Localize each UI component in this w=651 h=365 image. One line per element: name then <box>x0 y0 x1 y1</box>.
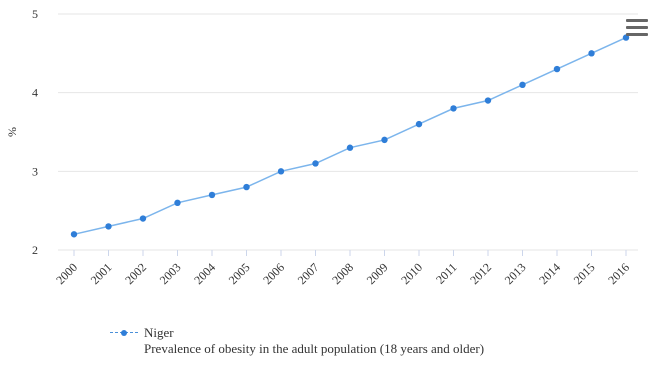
series-points <box>70 34 630 238</box>
data-point[interactable] <box>139 215 147 222</box>
y-axis-label: % <box>5 127 19 137</box>
x-axis-ticks: 2000 2001 2002 2003 2004 2005 2006 2007 2008 2009… <box>53 260 632 287</box>
x-tick-label: 2007 <box>295 260 322 287</box>
x-tick-label: 2015 <box>571 260 598 287</box>
x-axis <box>73 250 627 256</box>
x-tick-label: 2008 <box>329 260 356 287</box>
y-axis-ticks: 2 3 4 5 <box>32 7 38 257</box>
grid-lines <box>58 13 638 251</box>
y-tick-label: 5 <box>32 7 38 21</box>
y-tick-label: 2 <box>32 243 38 257</box>
legend[interactable]: Niger Prevalence of obesity in the adult… <box>110 325 484 357</box>
hamburger-menu-icon[interactable] <box>626 19 648 39</box>
x-tick-label: 2014 <box>536 260 563 287</box>
data-point[interactable] <box>484 97 492 104</box>
legend-subtitle: Prevalence of obesity in the adult popul… <box>144 341 485 356</box>
data-point[interactable] <box>312 160 319 167</box>
data-point[interactable] <box>381 136 388 144</box>
x-tick-label: 2009 <box>364 260 391 287</box>
x-tick-label: 2005 <box>226 260 253 287</box>
x-tick-label: 2003 <box>157 260 184 287</box>
x-tick-label: 2016 <box>605 260 632 287</box>
data-point[interactable] <box>450 105 457 112</box>
data-point[interactable] <box>553 65 561 73</box>
x-tick-label: 2010 <box>398 260 425 287</box>
data-point[interactable] <box>70 231 78 238</box>
data-point[interactable] <box>588 50 595 57</box>
data-point[interactable] <box>415 120 423 128</box>
legend-item-niger[interactable]: Niger <box>110 325 484 341</box>
legend-marker-icon <box>110 328 138 338</box>
data-point[interactable] <box>519 81 526 89</box>
data-point[interactable] <box>277 168 285 175</box>
x-tick-label: 2011 <box>433 260 460 287</box>
x-tick-label: 2000 <box>53 260 80 287</box>
data-point[interactable] <box>174 199 181 206</box>
data-point[interactable] <box>208 191 216 199</box>
series-line-niger <box>73 36 627 236</box>
x-tick-label: 2012 <box>467 260 494 287</box>
x-tick-label: 2006 <box>260 260 287 287</box>
data-point[interactable] <box>243 183 250 191</box>
y-tick-label: 3 <box>32 164 38 178</box>
y-tick-label: 4 <box>32 86 38 100</box>
data-point[interactable] <box>622 34 630 41</box>
x-tick-label: 2004 <box>191 260 218 287</box>
x-tick-label: 2001 <box>88 260 115 287</box>
data-point[interactable] <box>105 223 112 230</box>
x-tick-label: 2002 <box>122 260 149 287</box>
data-point[interactable] <box>346 144 354 151</box>
x-tick-label: 2013 <box>502 260 529 287</box>
legend-series-name: Niger <box>144 325 174 340</box>
